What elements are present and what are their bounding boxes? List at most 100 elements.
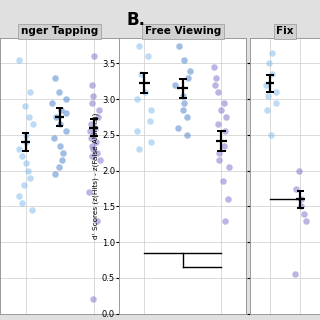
Point [91,147,96,152]
Point [226,197,231,202]
Point [90,297,95,302]
Point [26,168,31,173]
Point [223,218,228,223]
Point [64,111,69,116]
Point [266,61,271,66]
Point [59,107,64,112]
Point [221,100,227,105]
Point [149,140,154,145]
Point [134,97,139,102]
Point [213,82,218,87]
Point [91,54,96,59]
Point [273,90,278,95]
Point [23,161,28,166]
Point [226,164,231,170]
Point [61,150,66,155]
Point [136,43,141,48]
Title: nger Tapping: nger Tapping [21,26,98,36]
Point [148,118,153,123]
Point [30,122,35,127]
Point [184,132,189,138]
Point [63,97,68,102]
Title: Fix: Fix [276,26,294,36]
Point [24,132,29,138]
Point [91,93,96,98]
Point [21,182,26,188]
Point [138,72,143,77]
Point [301,211,306,216]
Point [266,93,271,98]
Point [187,68,192,73]
Point [86,189,92,195]
Point [215,122,220,127]
Point [95,115,100,120]
Point [148,107,153,112]
Point [29,207,34,212]
Point [50,100,55,105]
Point [95,218,100,223]
Point [297,168,302,173]
Point [53,75,58,80]
Point [221,179,226,184]
Point [298,204,303,209]
Title: Free Viewing: Free Viewing [145,26,221,36]
Point [293,272,298,277]
Point [90,154,95,159]
Point [20,200,25,205]
Point [224,115,229,120]
Point [184,115,189,120]
Point [136,147,141,152]
Point [213,75,218,80]
Point [269,50,274,55]
Point [182,57,187,62]
Point [17,147,22,152]
Point [212,64,217,69]
Point [17,57,22,62]
Point [17,193,22,198]
Point [273,100,278,105]
Point [181,100,186,105]
Point [57,164,62,170]
Point [27,90,32,95]
Point [303,218,308,223]
Point [172,82,178,87]
Point [180,93,186,98]
Point [177,43,182,48]
Point [93,140,99,145]
Point [218,107,223,112]
Point [20,154,25,159]
Point [269,72,275,77]
Point [298,197,303,202]
Point [222,143,227,148]
Point [216,157,221,163]
Point [52,172,58,177]
Point [57,143,62,148]
Point [96,107,101,112]
Text: B.: B. [126,11,146,29]
Point [142,90,147,95]
Point [91,132,96,138]
Point [63,129,68,134]
Point [263,82,268,87]
Point [180,107,185,112]
Point [134,129,140,134]
Y-axis label: d' Scores (z(Hits) - z(False Alarms)): d' Scores (z(Hits) - z(False Alarms)) [92,113,99,239]
Point [23,140,28,145]
Point [222,129,228,134]
Point [88,129,93,134]
Point [52,136,57,141]
Point [89,143,94,148]
Point [186,75,191,80]
Point [89,136,94,141]
Point [264,107,269,112]
Point [92,125,97,130]
Point [216,90,221,95]
Point [175,125,180,130]
Point [216,150,221,155]
Point [94,150,100,155]
Point [268,132,274,138]
Point [53,115,58,120]
Point [60,157,65,163]
Point [145,54,150,59]
Point [58,122,63,127]
